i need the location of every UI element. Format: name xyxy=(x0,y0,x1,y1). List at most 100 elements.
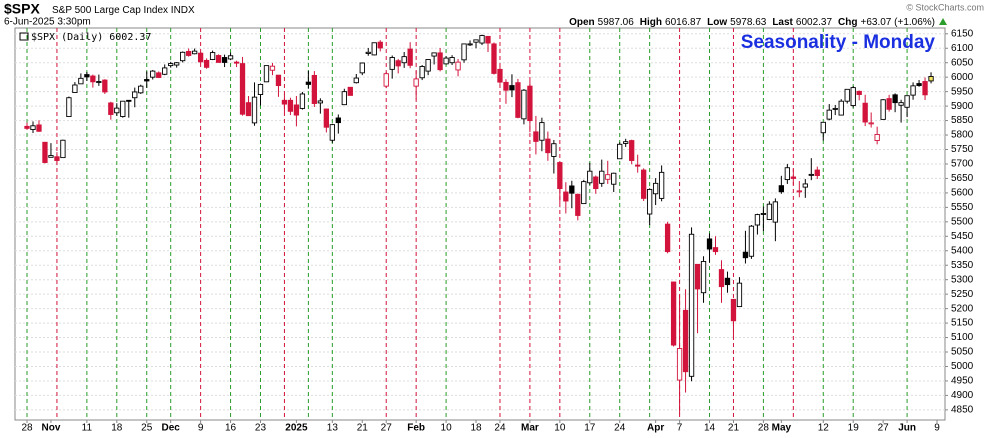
candle-body xyxy=(802,183,808,188)
x-tick-label: Jun xyxy=(898,423,916,434)
candle-body xyxy=(844,88,850,102)
candle-body xyxy=(395,60,401,67)
candle-body xyxy=(581,181,587,205)
quote-value: 5978.63 xyxy=(730,17,767,28)
candle-body xyxy=(48,155,54,158)
candle-body xyxy=(485,35,491,44)
candle-body xyxy=(299,93,306,109)
candle-body xyxy=(347,86,353,96)
x-tick-label: 12 xyxy=(818,423,830,434)
candle-body xyxy=(682,309,689,373)
candle-body xyxy=(239,63,246,115)
y-tick-label: 4850 xyxy=(951,405,974,416)
quote-value: 6016.87 xyxy=(665,17,702,28)
candle-body xyxy=(652,182,659,195)
candle-body xyxy=(269,65,276,71)
candle-body xyxy=(209,52,216,60)
name: S&P 500 Large Cap Index xyxy=(52,5,168,16)
candle-body xyxy=(569,185,575,194)
candle-body xyxy=(341,91,347,106)
candle-body xyxy=(90,75,96,83)
candle-body xyxy=(467,43,473,46)
x-tick-label: 9 xyxy=(198,423,204,434)
x-tick-label: 14 xyxy=(704,423,716,434)
candle-body xyxy=(359,62,365,74)
candle-body xyxy=(796,190,802,193)
candle-body xyxy=(646,188,653,215)
candle-body xyxy=(108,102,114,115)
candle-body xyxy=(371,42,377,56)
candle-body xyxy=(509,85,515,91)
candle-body xyxy=(706,238,713,250)
candle-body xyxy=(437,52,443,71)
y-tick-label: 5150 xyxy=(951,318,974,329)
candle-body xyxy=(557,162,563,190)
y-tick-label: 5800 xyxy=(951,130,974,141)
candle-body xyxy=(365,51,371,54)
y-tick-label: 5900 xyxy=(951,101,974,112)
x-tick-label: 17 xyxy=(584,423,596,434)
candle-body xyxy=(257,83,264,95)
candle-body xyxy=(718,269,725,288)
x-tick-label: 28 xyxy=(758,423,770,434)
y-tick-label: 5650 xyxy=(951,173,974,184)
candle-body xyxy=(778,185,785,193)
candle-body xyxy=(425,59,431,72)
x-tick-label: 13 xyxy=(327,423,339,434)
candle-body xyxy=(611,172,617,185)
candle-body xyxy=(443,57,449,65)
candle-body xyxy=(102,79,108,93)
candle-body xyxy=(545,138,551,154)
candle-body xyxy=(126,99,132,102)
candle-body xyxy=(856,90,862,95)
candle-body xyxy=(515,82,521,118)
source: © StockCharts.com xyxy=(906,2,984,12)
y-tick-label: 4900 xyxy=(951,390,974,401)
candle-body xyxy=(641,169,647,199)
candle-body xyxy=(473,39,479,43)
candle-body xyxy=(42,141,48,163)
candle-body xyxy=(850,87,856,106)
candle-body xyxy=(742,251,749,259)
candle-body xyxy=(694,263,701,290)
candle-body xyxy=(311,74,318,104)
security-name: S&P 500 Large Cap Index INDX xyxy=(52,5,195,16)
candle-body xyxy=(263,65,270,83)
x-tick-label: Mar xyxy=(521,423,539,434)
y-tick-label: 6150 xyxy=(951,28,974,39)
candle-body xyxy=(431,52,437,57)
candle-body xyxy=(724,277,731,286)
candle-body xyxy=(479,35,485,44)
candle-body xyxy=(353,77,359,84)
candle-body xyxy=(185,50,192,56)
candle-body xyxy=(215,55,222,63)
candle-body xyxy=(832,107,838,110)
candle-body xyxy=(275,74,282,87)
y-tick-label: 5850 xyxy=(951,115,974,126)
candle-body xyxy=(203,59,210,68)
x-tick-label: Dec xyxy=(162,423,181,434)
candle-body xyxy=(197,52,204,63)
quote-label: High xyxy=(640,17,662,28)
y-tick-label: 6100 xyxy=(951,43,974,54)
candle-body xyxy=(826,109,832,120)
candle-body xyxy=(227,55,234,60)
candle-body xyxy=(886,98,892,110)
y-tick-label: 5700 xyxy=(951,159,974,170)
x-tick-label: 11 xyxy=(82,423,93,434)
candle-body xyxy=(323,108,329,128)
x-tick-label: 27 xyxy=(381,423,393,434)
candle-body xyxy=(281,99,288,105)
candle-body xyxy=(24,125,30,129)
y-tick-label: 5050 xyxy=(951,347,974,358)
candle-body xyxy=(754,214,761,226)
quote-label: Chg xyxy=(838,17,857,28)
candle-body xyxy=(736,282,743,308)
candle-body xyxy=(335,117,341,124)
candle-body xyxy=(766,203,773,220)
candle-body xyxy=(497,68,503,83)
candle-body xyxy=(808,173,814,176)
y-tick-label: 5100 xyxy=(951,332,974,343)
x-tick-label: 10 xyxy=(441,423,453,434)
x-tick-label: Apr xyxy=(647,423,664,434)
